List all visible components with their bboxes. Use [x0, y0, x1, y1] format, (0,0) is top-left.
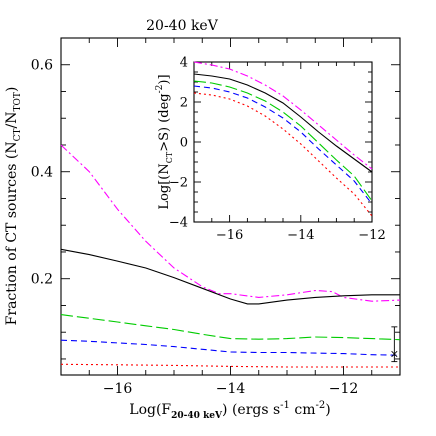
inset-y-axis-label: Log[(NCT>S) (deg-2)] — [155, 74, 174, 209]
data-marker: × — [390, 348, 399, 361]
inset-chart: −16 −14 −12 −4 −2 0 2 4 Log[(NCT>S) (deg-2)] — [155, 56, 386, 243]
x-tick-label: −12 — [329, 381, 359, 397]
x-tick-label: −14 — [216, 381, 246, 397]
main-annotations: × — [390, 326, 399, 363]
main-y-axis-label: Fraction of CT sources (NCT/NTOT) — [4, 87, 23, 326]
main-series-group — [60, 144, 401, 368]
inset-background — [194, 62, 372, 222]
y-tick-label: 0.4 — [31, 165, 53, 181]
series-line-4 — [60, 363, 400, 368]
series-line-1 — [60, 248, 400, 305]
y-tick-label: −4 — [169, 216, 188, 231]
inset-series-group — [193, 61, 373, 217]
main-tick-labels: −16 −14 −12 0.2 0.4 0.6 — [31, 58, 359, 397]
series-line-4 — [193, 92, 373, 217]
series-line-3 — [60, 339, 401, 356]
y-tick-label: −2 — [169, 176, 188, 191]
y-tick-label: 0.2 — [31, 272, 53, 288]
chart-title: 20-40 keV — [146, 18, 219, 34]
y-tick-label: 4 — [180, 56, 188, 71]
x-tick-label: −16 — [103, 381, 133, 397]
series-line-1 — [193, 73, 373, 173]
x-tick-label: −14 — [287, 228, 314, 243]
y-tick-label: 0.6 — [31, 58, 53, 74]
main-chart: −16 −14 −12 0.2 0.4 0.6 × Log(F20-40 keV) (er… — [4, 37, 401, 421]
y-tick-label: 0 — [180, 136, 188, 151]
series-line-2 — [60, 314, 401, 341]
inset-tick-labels: −16 −14 −12 −4 −2 0 2 4 — [169, 56, 386, 243]
main-x-axis-label: Log(F20-40 keV) (ergs s-1 cm-2) — [129, 400, 330, 421]
main-axis-ticks — [60, 37, 401, 375]
series-line-0 — [193, 61, 373, 170]
x-tick-label: −12 — [358, 228, 385, 243]
x-tick-label: −16 — [216, 228, 243, 243]
inset-axis-ticks — [193, 61, 373, 223]
series-line-3 — [193, 85, 373, 205]
y-tick-label: 2 — [180, 96, 188, 111]
